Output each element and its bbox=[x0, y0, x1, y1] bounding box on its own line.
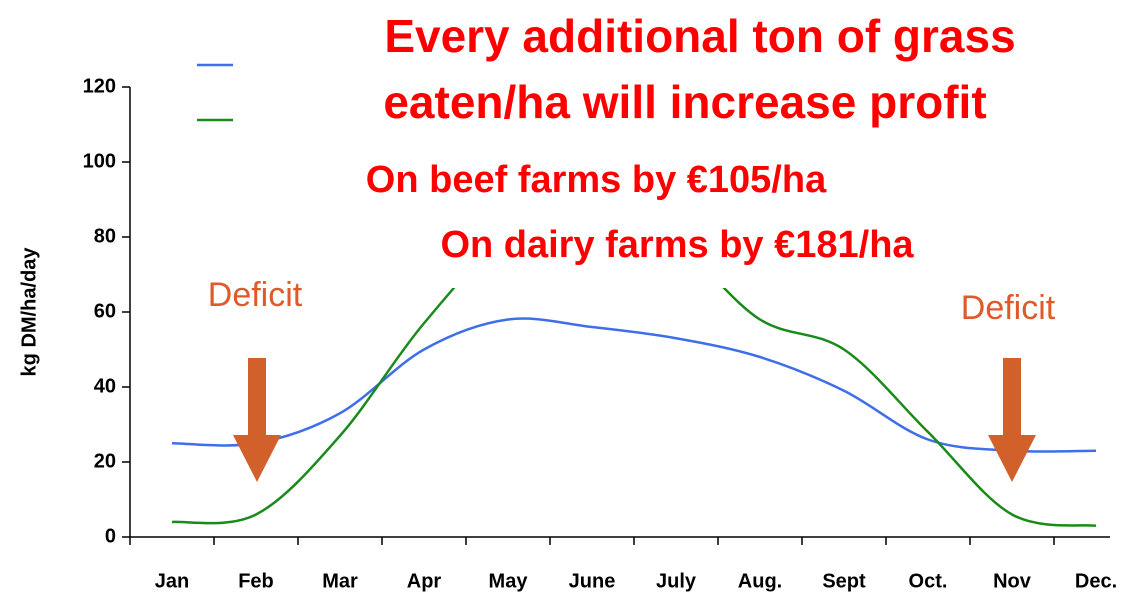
x-tick-label: Jan bbox=[155, 570, 189, 592]
y-tick-label: 0 bbox=[105, 525, 116, 547]
subtitle-line: On beef farms by €105/ha bbox=[366, 159, 827, 201]
x-tick-label: Feb bbox=[238, 570, 274, 592]
line-series bbox=[171, 317, 1097, 453]
y-tick-label: 120 bbox=[83, 75, 116, 97]
title-line: Every additional ton of grass bbox=[384, 10, 1015, 62]
x-tick-label: Apr bbox=[407, 570, 442, 592]
annotation: Deficit bbox=[961, 289, 1056, 327]
x-tick-label: Oct. bbox=[909, 570, 948, 592]
subtitle-line: On dairy farms by €181/ha bbox=[440, 224, 914, 266]
arrow bbox=[988, 358, 1036, 482]
y-axis-label: kg DM/ha/day bbox=[18, 247, 40, 377]
annotation: Deficit bbox=[208, 276, 303, 314]
title-line: eaten/ha will increase profit bbox=[383, 76, 986, 128]
x-tick-label: Aug. bbox=[738, 570, 782, 592]
y-tick-label: 40 bbox=[94, 375, 116, 397]
plot-area: 0 20 40 60 80 100 120 Jan Feb Mar Apr May June July Au… bbox=[83, 75, 1118, 592]
x-tick-label: June bbox=[569, 570, 616, 592]
y-tick-label: 80 bbox=[94, 225, 116, 247]
x-tick-label: May bbox=[489, 570, 529, 592]
y-tick-label: 60 bbox=[94, 300, 116, 322]
y-tick-label: 20 bbox=[94, 450, 116, 472]
x-tick-label: Mar bbox=[322, 570, 358, 592]
y-tick-label: 100 bbox=[83, 150, 116, 172]
text-backdrop bbox=[330, 0, 1139, 288]
x-tick-label: Nov bbox=[993, 570, 1032, 592]
x-tick-label: Dec. bbox=[1075, 570, 1117, 592]
arrow bbox=[233, 358, 281, 482]
x-tick-label: Sept bbox=[822, 570, 866, 592]
x-tick-label: July bbox=[656, 570, 697, 592]
